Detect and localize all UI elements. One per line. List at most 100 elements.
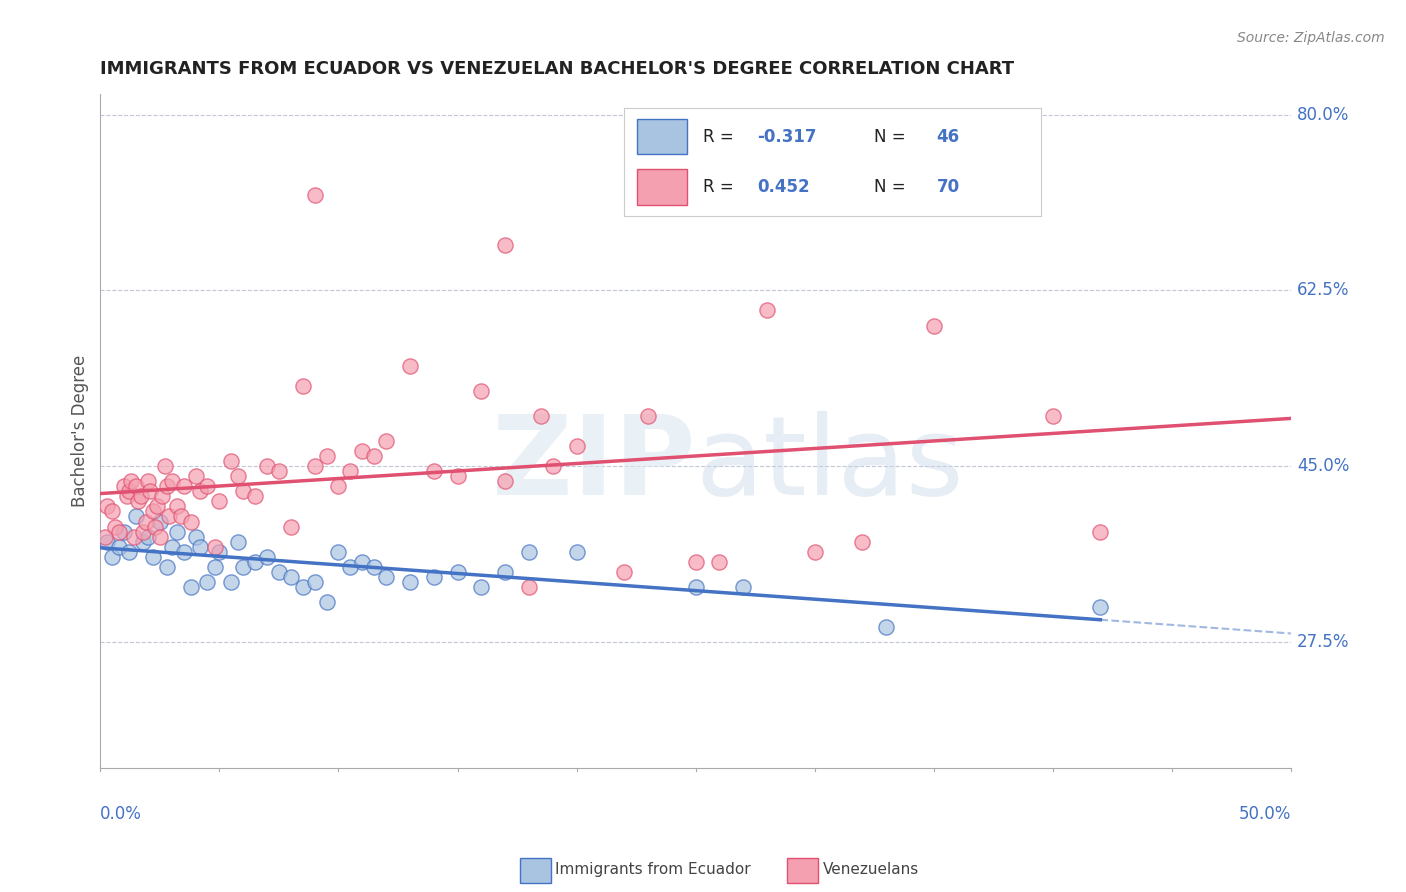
Point (132, 524, 155, 539)
Point (613, 565, 636, 579)
Point (494, 475, 516, 489)
Point (280, 570, 302, 584)
Point (685, 580, 707, 594)
Text: ZIP: ZIP (492, 411, 696, 518)
Point (291, 580, 314, 594)
Point (173, 479, 195, 493)
Point (363, 559, 385, 574)
Point (256, 549, 278, 564)
Text: 50.0%: 50.0% (1239, 805, 1291, 822)
Point (315, 595, 337, 609)
Point (115, 489, 138, 503)
Point (125, 509, 148, 524)
Point (112, 479, 135, 493)
Point (96, 500, 118, 514)
Point (101, 549, 124, 564)
Point (108, 540, 131, 554)
Text: atlas: atlas (696, 411, 965, 518)
Point (446, 565, 468, 579)
Point (232, 484, 254, 499)
Point (136, 475, 159, 489)
Point (180, 515, 202, 529)
Point (685, 555, 707, 569)
Point (399, 574, 422, 589)
Point (184, 530, 207, 544)
Point (541, 459, 564, 474)
Point (922, 318, 945, 333)
Point (733, 580, 755, 594)
Point (139, 484, 162, 499)
Point (304, 574, 326, 589)
Text: Venezuelans: Venezuelans (823, 863, 918, 877)
Point (470, 580, 492, 594)
Point (530, 409, 553, 423)
Text: Immigrants from Ecuador: Immigrants from Ecuador (555, 863, 751, 877)
Point (470, 384, 492, 398)
Point (304, 188, 326, 202)
Point (1090, 599, 1112, 614)
Point (375, 434, 398, 449)
Point (339, 464, 361, 478)
Point (142, 504, 165, 518)
Point (180, 580, 202, 594)
Point (565, 544, 588, 558)
Point (143, 519, 166, 533)
Text: 45.0%: 45.0% (1296, 458, 1350, 475)
Text: 0.0%: 0.0% (100, 805, 142, 822)
Point (129, 489, 152, 503)
Point (118, 484, 141, 499)
Text: 27.5%: 27.5% (1296, 633, 1350, 651)
Point (122, 530, 145, 544)
Point (156, 479, 179, 493)
Point (125, 479, 148, 493)
Point (135, 515, 157, 529)
Point (267, 464, 290, 478)
Point (188, 484, 211, 499)
Point (166, 524, 188, 539)
Point (221, 454, 243, 468)
Point (208, 494, 231, 508)
Point (517, 544, 540, 558)
Point (494, 238, 516, 252)
Point (709, 555, 731, 569)
Point (127, 494, 149, 508)
Point (304, 459, 326, 474)
Point (352, 555, 374, 569)
Point (173, 544, 195, 558)
Point (157, 509, 180, 524)
Point (153, 459, 176, 474)
Point (132, 534, 155, 549)
Point (118, 544, 141, 558)
Text: 62.5%: 62.5% (1296, 281, 1350, 300)
Point (149, 515, 172, 529)
Point (315, 449, 337, 463)
Point (280, 519, 302, 533)
Point (291, 379, 314, 393)
Point (184, 469, 207, 483)
Point (146, 500, 169, 514)
Point (156, 559, 179, 574)
Point (232, 559, 254, 574)
Text: Source: ZipAtlas.com: Source: ZipAtlas.com (1237, 31, 1385, 45)
Point (422, 570, 444, 584)
Point (565, 439, 588, 453)
Point (94, 530, 117, 544)
Point (256, 459, 278, 474)
Point (399, 359, 422, 373)
Point (339, 559, 361, 574)
Point (328, 544, 350, 558)
Text: 80.0%: 80.0% (1296, 105, 1350, 123)
Point (243, 555, 266, 569)
Point (108, 524, 131, 539)
Point (494, 565, 516, 579)
Point (352, 444, 374, 458)
Point (142, 549, 165, 564)
Point (160, 475, 183, 489)
Point (96, 534, 118, 549)
Point (120, 475, 142, 489)
Point (363, 449, 385, 463)
Point (803, 544, 825, 558)
Point (243, 489, 266, 503)
Point (149, 530, 172, 544)
Point (851, 534, 873, 549)
